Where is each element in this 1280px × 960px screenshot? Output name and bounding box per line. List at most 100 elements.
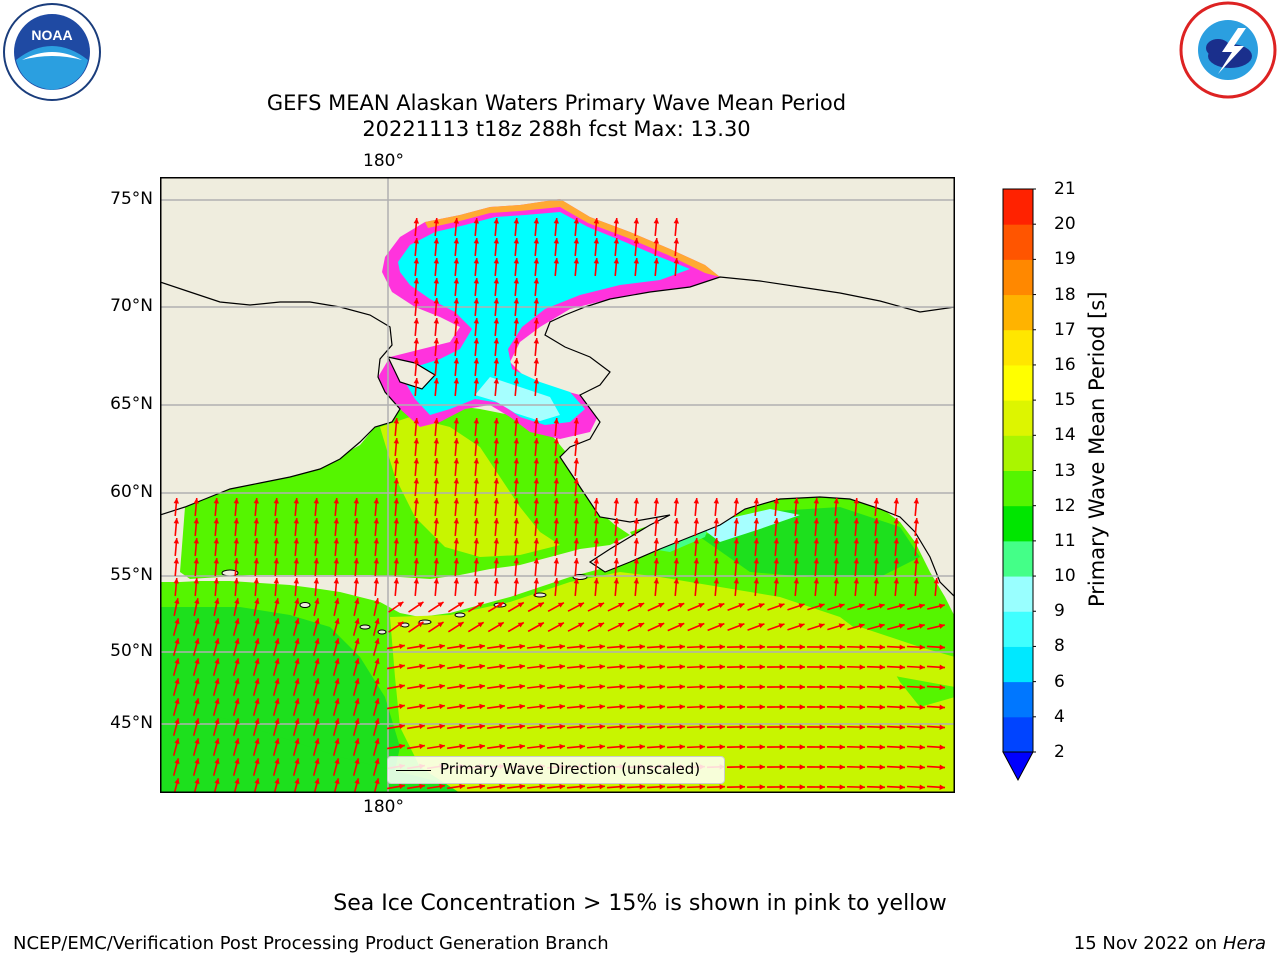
wave-arrow-head bbox=[818, 623, 825, 629]
wave-arrow-head bbox=[613, 498, 620, 504]
wave-arrow-head bbox=[473, 518, 480, 524]
wave-arrow-head bbox=[253, 538, 260, 544]
lon-label-top: 180° bbox=[363, 151, 404, 171]
wave-arrow-head bbox=[374, 698, 380, 705]
wave-arrow-head bbox=[334, 598, 340, 604]
wave-arrow-head bbox=[839, 724, 845, 730]
wave-arrow-head bbox=[453, 218, 460, 224]
wave-arrow-head bbox=[413, 538, 420, 544]
wave-arrow-head bbox=[174, 658, 180, 665]
colorbar-segment bbox=[1003, 294, 1033, 331]
wave-arrow-head bbox=[353, 538, 360, 544]
wave-arrow-head bbox=[334, 698, 340, 705]
wave-arrow-head bbox=[793, 498, 800, 504]
wave-arrow-head bbox=[314, 678, 320, 685]
wave-arrow-head bbox=[274, 738, 280, 745]
wave-arrow-head bbox=[859, 684, 865, 690]
wave-arrow-head bbox=[813, 498, 820, 504]
colorbar-tick-label: 12 bbox=[1054, 495, 1076, 516]
wave-arrow-head bbox=[579, 723, 585, 730]
wave-arrow-head bbox=[573, 238, 580, 244]
wave-arrow-head bbox=[354, 778, 360, 785]
wave-arrow-head bbox=[453, 338, 460, 344]
wave-arrow-head bbox=[879, 764, 885, 770]
wave-arrow-head bbox=[599, 663, 605, 670]
wave-arrow-head bbox=[517, 602, 524, 608]
colorbar-extend-triangle bbox=[1002, 751, 1034, 782]
wave-arrow-head bbox=[759, 644, 765, 650]
wave-arrow-head bbox=[513, 458, 520, 464]
wave-arrow-head bbox=[693, 538, 700, 544]
lat-label-50: 50°N bbox=[110, 641, 153, 661]
wave-arrow-head bbox=[513, 358, 520, 364]
wave-arrow-head bbox=[557, 622, 564, 628]
wave-arrow-head bbox=[519, 643, 525, 650]
wave-arrow-head bbox=[274, 778, 280, 785]
wave-arrow-head bbox=[693, 498, 700, 504]
wave-arrow-head bbox=[919, 704, 925, 710]
wave-arrow-head bbox=[758, 603, 765, 609]
wave-arrow-head bbox=[499, 643, 505, 650]
wave-arrow-head bbox=[354, 758, 360, 765]
wave-arrow-head bbox=[899, 724, 905, 730]
wave-arrow-head bbox=[537, 602, 544, 608]
wave-arrow-head bbox=[234, 718, 240, 725]
wave-arrow-head bbox=[673, 518, 680, 524]
wave-arrow-head bbox=[234, 638, 240, 645]
wave-arrow-head bbox=[194, 738, 200, 745]
wave-arrow-head bbox=[493, 218, 500, 224]
wave-arrow-head bbox=[759, 684, 765, 690]
wave-arrow-head bbox=[254, 678, 260, 685]
ocean-light-cyan-gulf bbox=[700, 509, 800, 542]
wave-arrow-head bbox=[373, 558, 380, 564]
wave-arrow-head bbox=[573, 478, 580, 484]
wave-arrow-head bbox=[613, 558, 620, 564]
wave-arrow-head bbox=[699, 724, 705, 730]
wave-arrow-head bbox=[273, 538, 280, 544]
wave-arrow-head bbox=[878, 603, 885, 609]
wave-arrow-head bbox=[473, 318, 480, 324]
wave-arrow-head bbox=[673, 578, 680, 584]
wave-arrow-head bbox=[453, 358, 460, 364]
wave-arrow-head bbox=[413, 338, 420, 344]
wave-arrow-head bbox=[873, 578, 880, 584]
wave-arrow-head bbox=[453, 498, 460, 504]
wave-arrow-head bbox=[919, 684, 925, 690]
wave-arrow-head bbox=[313, 498, 320, 504]
wave-arrow-head bbox=[519, 743, 525, 750]
wave-arrow-head bbox=[533, 478, 540, 484]
wave-arrow-head bbox=[593, 238, 600, 244]
wave-arrow-head bbox=[433, 578, 440, 584]
wave-arrow-head bbox=[453, 278, 460, 284]
wave-arrow-head bbox=[373, 538, 380, 544]
wave-arrow-head bbox=[354, 658, 360, 665]
wave-arrow-head bbox=[533, 538, 540, 544]
wave-arrow-head bbox=[577, 622, 584, 628]
wave-arrow-head bbox=[314, 618, 320, 625]
wave-arrow-head bbox=[314, 718, 320, 725]
wave-arrow-head bbox=[879, 744, 885, 750]
wave-arrow-head bbox=[819, 664, 825, 670]
wave-arrow-head bbox=[373, 498, 380, 504]
colorbar-segment bbox=[1003, 505, 1033, 542]
wave-arrow-head bbox=[374, 618, 380, 625]
wave-arrow-head bbox=[413, 358, 420, 364]
wave-arrow-head bbox=[254, 698, 260, 705]
wave-arrow-head bbox=[673, 238, 680, 244]
wave-arrow-head bbox=[619, 724, 625, 730]
wave-arrow-head bbox=[334, 778, 340, 785]
wave-arrow-head bbox=[619, 784, 625, 790]
wave-arrow-head bbox=[413, 518, 420, 524]
wave-arrow-head bbox=[294, 738, 300, 745]
wave-arrow-head bbox=[493, 258, 500, 264]
wave-arrow-head bbox=[858, 623, 865, 629]
wave-arrow-head bbox=[918, 623, 925, 629]
wave-arrow-head bbox=[234, 778, 240, 785]
wave-arrow-head bbox=[913, 518, 920, 524]
colorbar-segment bbox=[1003, 681, 1033, 718]
wave-arrow-head bbox=[213, 498, 220, 504]
wave-arrow-head bbox=[399, 643, 405, 650]
wave-arrow-head bbox=[733, 538, 740, 544]
wave-arrow-head bbox=[473, 438, 480, 444]
wave-arrow-head bbox=[453, 258, 460, 264]
